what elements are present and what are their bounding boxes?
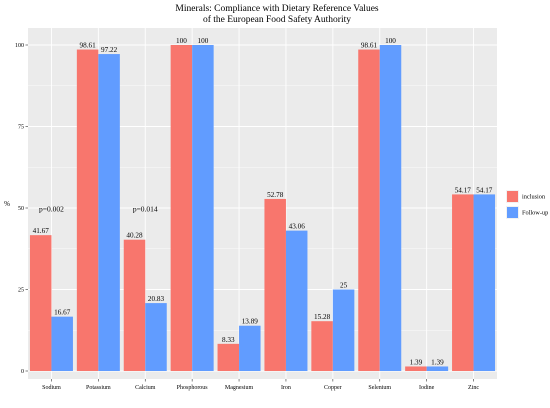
x-tick-label: Calcium [135, 385, 156, 391]
bar-value-label: 1.39 [410, 358, 423, 366]
y-tick-label: 0 [21, 369, 24, 375]
bar-value-label: 100 [198, 37, 209, 45]
x-tick-label: Zinc [468, 385, 479, 391]
bar-follow-up-iron [285, 230, 308, 371]
bar-value-label: 98.61 [80, 42, 97, 50]
x-tick-label: Iron [281, 385, 291, 391]
legend-swatch [507, 207, 518, 218]
bar-inclusion-calcium [123, 239, 146, 371]
x-axis: Sodium Potassium Calcium Phosphorous Magnesi… [42, 379, 479, 391]
bar-value-label: 100 [176, 37, 187, 45]
bars [29, 45, 496, 372]
bar-inclusion-iron [264, 198, 286, 371]
bar-follow-up-iodine [426, 366, 449, 371]
x-tick-label: Copper [324, 385, 342, 391]
bar-value-label: 15.28 [314, 313, 331, 321]
bar-inclusion-potassium [76, 49, 99, 371]
bar-value-label: 20.83 [148, 295, 165, 303]
p-value-annotation: p=0.014 [133, 204, 158, 213]
x-tick-label: Sodium [42, 385, 61, 391]
bar-inclusion-phosphorous [170, 45, 193, 371]
bar-inclusion-zinc [452, 194, 474, 371]
bar-value-label: 25 [340, 282, 348, 290]
bar-value-label: 43.06 [289, 223, 306, 231]
bar-value-label: 100 [385, 37, 396, 45]
p-value-annotation: p=0.002 [39, 204, 64, 213]
bar-value-labels: 41.67 98.61 40.28 100 8.33 52.78 15.28 98.61 1.3… [33, 37, 493, 366]
bar-inclusion-magnesium [217, 343, 240, 371]
y-tick-label: 75 [18, 125, 24, 131]
bar-value-label: 13.89 [242, 318, 259, 326]
x-tick-label: Selenium [368, 385, 391, 391]
bar-inclusion-selenium [358, 49, 380, 371]
bar-follow-up-phosphorous [192, 45, 214, 371]
legend-swatch [507, 191, 518, 202]
bar-inclusion-iodine [405, 366, 427, 371]
bar-value-label: 52.78 [267, 191, 284, 199]
bar-follow-up-magnesium [239, 325, 261, 371]
bar-inclusion-copper [311, 321, 333, 371]
bar-value-label: 98.61 [361, 42, 378, 50]
x-tick-label: Potassium [86, 385, 111, 391]
legend-label: Follow-up [522, 210, 548, 217]
bar-follow-up-calcium [145, 303, 167, 371]
x-tick-label: Iodine [419, 385, 435, 391]
bar-follow-up-selenium [379, 45, 402, 371]
y-tick-label: 100 [15, 43, 24, 49]
bar-value-label: 8.33 [222, 336, 235, 344]
annotations: p=0.002 p=0.014 [39, 204, 158, 213]
bar-value-label: 40.28 [126, 232, 143, 240]
x-tick-label: Magnesium [225, 385, 254, 391]
bar-follow-up-copper [332, 289, 355, 371]
bar-follow-up-zinc [473, 194, 496, 371]
bar-value-label: 54.17 [476, 186, 493, 194]
y-axis: 0 25 50 75 100 [15, 43, 28, 375]
bar-value-label: 97.22 [101, 46, 118, 54]
legend: inclusion Follow-up [506, 190, 548, 219]
legend-label: inclusion [522, 194, 546, 201]
bar-value-label: 16.67 [54, 309, 71, 317]
x-tick-label: Phosphorous [177, 385, 209, 391]
bar-value-label: 54.17 [455, 186, 472, 194]
y-tick-label: 25 [18, 288, 24, 294]
bar-value-label: 41.67 [33, 227, 50, 235]
chart-title-line-2: of the European Food Safety Authority [203, 14, 351, 25]
y-tick-label: 50 [18, 206, 24, 212]
bar-follow-up-potassium [98, 54, 120, 372]
bar-inclusion-sodium [29, 235, 52, 371]
chart-title-line-1: Minerals: Compliance with Dietary Refere… [175, 3, 379, 14]
bar-value-label: 1.39 [431, 358, 444, 366]
bar-follow-up-sodium [51, 316, 73, 371]
y-axis-label: % [4, 200, 10, 208]
